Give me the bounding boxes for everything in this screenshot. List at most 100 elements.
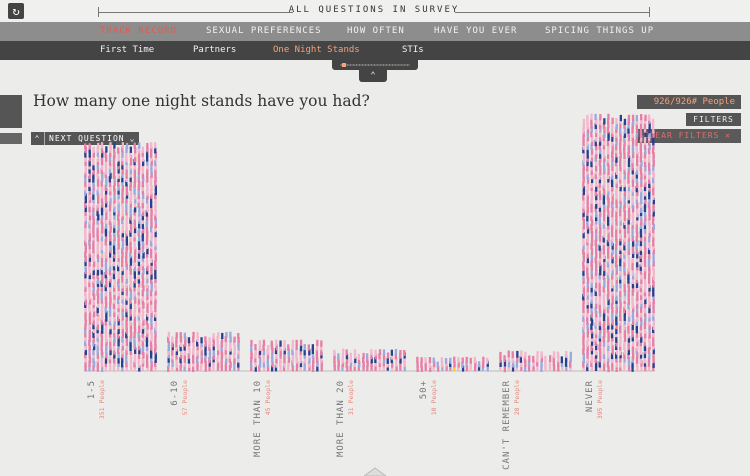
person-mark[interactable] xyxy=(607,215,610,222)
person-mark[interactable] xyxy=(386,357,389,364)
person-mark[interactable] xyxy=(582,186,586,193)
person-mark[interactable] xyxy=(320,344,323,351)
person-mark[interactable] xyxy=(512,360,515,368)
person-mark[interactable] xyxy=(125,200,128,208)
person-mark[interactable] xyxy=(275,344,278,351)
person-mark[interactable] xyxy=(619,147,622,155)
person-mark[interactable] xyxy=(652,318,655,325)
person-mark[interactable] xyxy=(586,152,589,159)
person-mark[interactable] xyxy=(88,302,91,309)
person-mark[interactable] xyxy=(615,289,618,296)
person-mark[interactable] xyxy=(100,260,104,267)
person-mark[interactable] xyxy=(346,357,349,364)
person-mark[interactable] xyxy=(619,344,622,351)
person-mark[interactable] xyxy=(599,114,602,121)
person-mark[interactable] xyxy=(648,352,651,360)
person-mark[interactable] xyxy=(303,356,307,364)
person-mark[interactable] xyxy=(594,356,597,364)
person-mark[interactable] xyxy=(84,227,87,234)
person-mark[interactable] xyxy=(631,282,635,289)
person-mark[interactable] xyxy=(595,180,598,187)
person-mark[interactable] xyxy=(607,152,610,159)
person-mark[interactable] xyxy=(299,353,302,360)
person-mark[interactable] xyxy=(279,357,282,364)
person-mark[interactable] xyxy=(586,215,589,222)
person-mark[interactable] xyxy=(639,248,642,255)
person-mark[interactable] xyxy=(303,361,306,368)
person-mark[interactable] xyxy=(92,159,95,166)
person-mark[interactable] xyxy=(92,155,95,162)
person-mark[interactable] xyxy=(631,302,634,309)
person-mark[interactable] xyxy=(627,155,631,162)
person-mark[interactable] xyxy=(109,185,112,192)
person-mark[interactable] xyxy=(636,239,639,247)
person-mark[interactable] xyxy=(528,355,531,363)
person-mark[interactable] xyxy=(141,277,145,284)
person-mark[interactable] xyxy=(104,284,107,292)
person-mark[interactable] xyxy=(632,218,635,226)
person-mark[interactable] xyxy=(598,214,602,221)
person-mark[interactable] xyxy=(129,306,132,313)
person-mark[interactable] xyxy=(619,197,622,204)
person-mark[interactable] xyxy=(150,154,153,162)
person-mark[interactable] xyxy=(599,193,602,201)
person-mark[interactable] xyxy=(133,213,137,220)
person-mark[interactable] xyxy=(342,348,345,355)
person-mark[interactable] xyxy=(461,361,464,368)
person-mark[interactable] xyxy=(635,273,638,280)
person-mark[interactable] xyxy=(129,205,132,213)
person-mark[interactable] xyxy=(599,139,602,146)
person-mark[interactable] xyxy=(615,315,618,322)
person-mark[interactable] xyxy=(125,163,128,170)
person-mark[interactable] xyxy=(97,293,100,300)
person-mark[interactable] xyxy=(196,335,199,342)
person-mark[interactable] xyxy=(113,267,116,275)
person-mark[interactable] xyxy=(179,361,183,368)
person-mark[interactable] xyxy=(108,218,112,226)
person-mark[interactable] xyxy=(129,154,133,162)
person-mark[interactable] xyxy=(84,319,87,326)
person-mark[interactable] xyxy=(150,318,153,325)
person-mark[interactable] xyxy=(627,323,630,330)
person-mark[interactable] xyxy=(333,349,336,356)
person-mark[interactable] xyxy=(104,192,108,200)
person-mark[interactable] xyxy=(121,260,124,268)
person-mark[interactable] xyxy=(154,327,157,334)
person-mark[interactable] xyxy=(631,314,635,322)
person-mark[interactable] xyxy=(394,353,397,360)
person-mark[interactable] xyxy=(112,302,116,310)
person-mark[interactable] xyxy=(619,319,622,326)
person-mark[interactable] xyxy=(499,355,502,363)
person-mark[interactable] xyxy=(84,167,87,174)
person-mark[interactable] xyxy=(121,281,124,289)
person-mark[interactable] xyxy=(586,193,589,200)
person-mark[interactable] xyxy=(200,361,203,368)
person-mark[interactable] xyxy=(619,127,622,134)
person-mark[interactable] xyxy=(623,318,626,325)
person-mark[interactable] xyxy=(615,356,618,363)
person-mark[interactable] xyxy=(133,251,137,258)
person-mark[interactable] xyxy=(636,164,639,171)
person-mark[interactable] xyxy=(150,151,153,158)
person-mark[interactable] xyxy=(262,349,266,356)
person-mark[interactable] xyxy=(137,155,141,162)
person-mark[interactable] xyxy=(88,269,91,276)
person-mark[interactable] xyxy=(188,348,191,355)
person-mark[interactable] xyxy=(606,226,610,234)
person-mark[interactable] xyxy=(628,164,631,171)
person-mark[interactable] xyxy=(582,277,585,284)
person-mark[interactable] xyxy=(142,159,145,167)
person-mark[interactable] xyxy=(137,259,141,266)
person-mark[interactable] xyxy=(619,340,622,347)
person-mark[interactable] xyxy=(84,298,87,305)
person-mark[interactable] xyxy=(627,232,630,239)
person-mark[interactable] xyxy=(349,352,352,359)
person-mark[interactable] xyxy=(586,281,589,288)
person-mark[interactable] xyxy=(105,301,108,308)
person-mark[interactable] xyxy=(154,323,157,330)
person-mark[interactable] xyxy=(109,339,112,346)
person-mark[interactable] xyxy=(607,323,610,330)
person-mark[interactable] xyxy=(138,142,141,149)
person-mark[interactable] xyxy=(250,360,253,367)
person-mark[interactable] xyxy=(644,282,647,289)
